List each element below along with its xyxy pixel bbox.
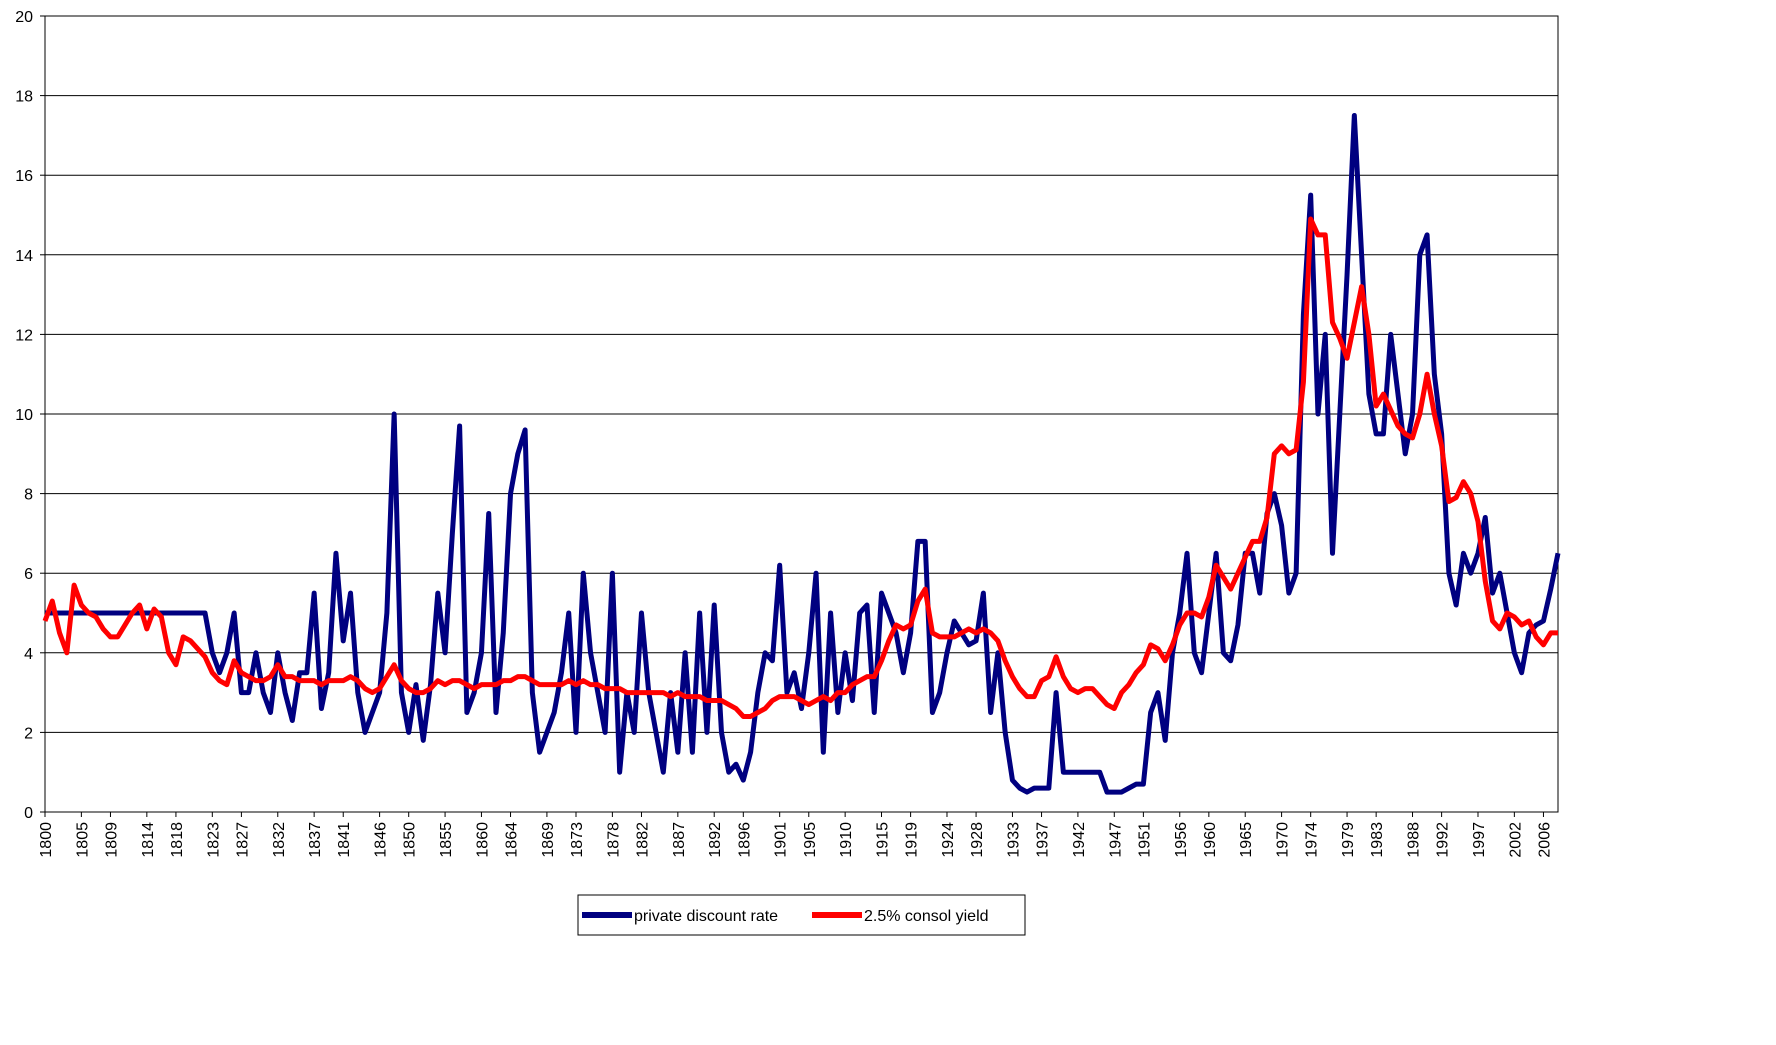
y-tick-label: 20 bbox=[15, 9, 33, 26]
x-tick-label: 1818 bbox=[169, 822, 186, 858]
x-tick-label: 1827 bbox=[234, 822, 251, 858]
x-tick-label: 1979 bbox=[1340, 822, 1357, 858]
y-tick-label: 4 bbox=[24, 646, 33, 663]
x-tick-label: 1988 bbox=[1406, 822, 1423, 858]
x-tick-label: 1850 bbox=[402, 822, 419, 858]
legend-label: 2.5% consol yield bbox=[864, 908, 989, 925]
x-tick-label: 1915 bbox=[875, 822, 892, 858]
x-tick-label: 1846 bbox=[373, 822, 390, 858]
x-tick-label: 1800 bbox=[38, 822, 55, 858]
x-tick-label: 1928 bbox=[969, 822, 986, 858]
x-tick-label: 1919 bbox=[904, 822, 921, 858]
y-tick-label: 12 bbox=[15, 327, 33, 344]
x-tick-label: 1910 bbox=[838, 822, 855, 858]
legend: private discount rate 2.5% consol yield bbox=[577, 894, 1026, 936]
series-line bbox=[42, 216, 1558, 719]
legend-box bbox=[577, 894, 1026, 936]
x-tick-label: 1864 bbox=[504, 822, 521, 858]
x-tick-label: 1823 bbox=[205, 822, 222, 858]
x-tick-label: 1814 bbox=[140, 822, 157, 858]
x-tick-label: 1942 bbox=[1071, 822, 1088, 858]
x-tick-label: 1947 bbox=[1107, 822, 1124, 858]
x-tick-label: 1983 bbox=[1369, 822, 1386, 858]
x-tick-label: 1997 bbox=[1471, 822, 1488, 858]
y-tick-label: 14 bbox=[15, 248, 33, 265]
x-tick-label: 1837 bbox=[307, 822, 324, 858]
x-tick-label: 1951 bbox=[1136, 822, 1153, 858]
x-tick-label: 1841 bbox=[336, 822, 353, 858]
x-tick-label: 1960 bbox=[1202, 822, 1219, 858]
x-tick-label: 1901 bbox=[773, 822, 790, 858]
legend-label: private discount rate bbox=[634, 908, 778, 925]
x-tick-label: 1933 bbox=[1005, 822, 1022, 858]
x-tick-label: 1805 bbox=[74, 822, 91, 858]
y-tick-label: 6 bbox=[24, 566, 33, 583]
x-tick-label: 1974 bbox=[1304, 822, 1321, 858]
x-tick-label: 1956 bbox=[1173, 822, 1190, 858]
x-tick-label: 1924 bbox=[940, 822, 957, 858]
x-tick-label: 1887 bbox=[671, 822, 688, 858]
x-tick-label: 1970 bbox=[1275, 822, 1292, 858]
x-tick-label: 1965 bbox=[1238, 822, 1255, 858]
y-tick-label: 10 bbox=[15, 407, 33, 424]
y-tick-label: 18 bbox=[15, 89, 33, 106]
x-tick-label: 1937 bbox=[1035, 822, 1052, 858]
x-tick-label: 1878 bbox=[605, 822, 622, 858]
x-tick-label: 1873 bbox=[569, 822, 586, 858]
x-tick-label: 1809 bbox=[103, 822, 120, 858]
x-tick-label: 1832 bbox=[271, 822, 288, 858]
x-tick-label: 1882 bbox=[634, 822, 651, 858]
x-tick-label: 1896 bbox=[736, 822, 753, 858]
x-tick-label: 1869 bbox=[540, 822, 557, 858]
y-tick-label: 0 bbox=[24, 805, 33, 822]
x-tick-label: 2006 bbox=[1536, 822, 1553, 858]
x-tick-label: 1992 bbox=[1435, 822, 1452, 858]
x-tick-label: 1892 bbox=[707, 822, 724, 858]
x-tick-label: 1905 bbox=[802, 822, 819, 858]
x-tick-label: 1860 bbox=[474, 822, 491, 858]
x-tick-label: 2002 bbox=[1507, 822, 1524, 858]
x-tick-label: 1855 bbox=[438, 822, 455, 858]
y-tick-label: 8 bbox=[24, 487, 33, 504]
y-tick-label: 16 bbox=[15, 168, 33, 185]
y-tick-label: 2 bbox=[24, 725, 33, 742]
